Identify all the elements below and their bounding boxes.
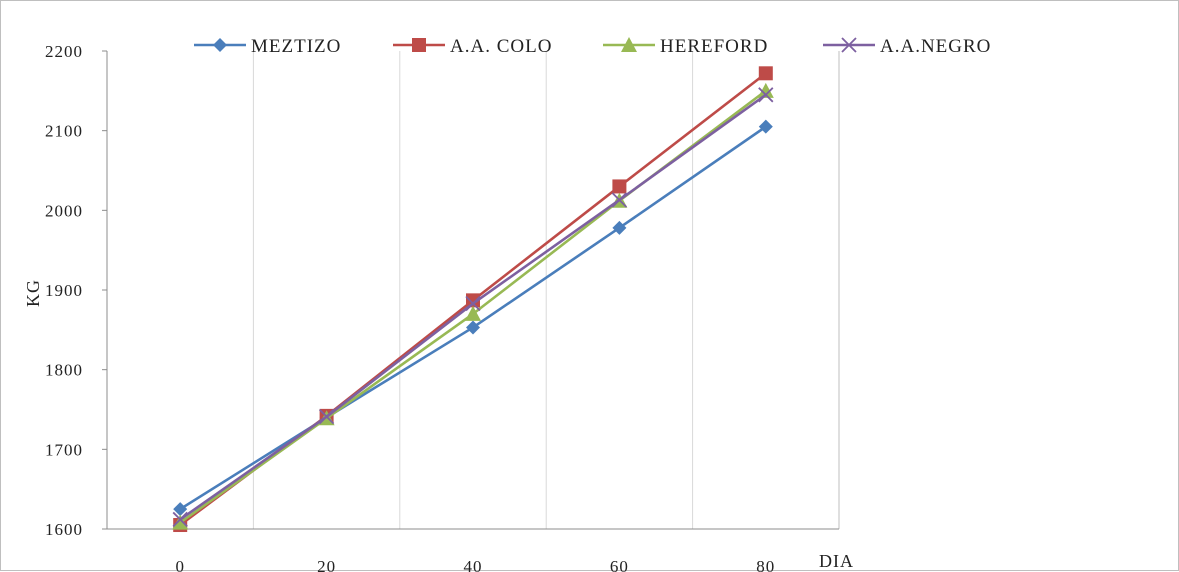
- x-marker: [318, 409, 335, 425]
- x-tick-label: 60: [610, 557, 629, 572]
- square-marker: [758, 66, 773, 81]
- diamond-marker: [466, 320, 480, 335]
- square-marker: [612, 179, 627, 194]
- legend-label: MEZTIZO: [251, 36, 341, 57]
- diamond-marker: [758, 119, 773, 134]
- y-tick-label: 2200: [45, 42, 83, 61]
- x-axis-title: DIA: [819, 551, 854, 571]
- x-tick-label: 0: [175, 557, 185, 572]
- y-tick-label: 1800: [45, 361, 83, 380]
- x-marker: [465, 295, 481, 312]
- series: [172, 87, 774, 528]
- y-tick-label: 2100: [45, 122, 83, 141]
- square-marker: [466, 293, 480, 308]
- series-lines: [172, 66, 774, 533]
- axes: 1600 1700 1800 1900 2000 2100 2200 0 20 40 60 80: [45, 42, 839, 572]
- triangle-marker: [757, 82, 774, 98]
- x-marker: [611, 192, 628, 208]
- triangle-marker: [465, 305, 481, 321]
- grid-lines: [252, 51, 840, 529]
- legend-item: A.A.NEGRO: [823, 36, 991, 57]
- legend-label: HEREFORD: [660, 36, 768, 57]
- y-tick-label: 1600: [45, 520, 83, 539]
- triangle-marker: [621, 37, 637, 52]
- legend-item: HEREFORD: [603, 36, 768, 57]
- diamond-marker: [173, 502, 188, 517]
- y-tick-label: 1900: [45, 281, 83, 300]
- legend: MEZTIZO A.A. COLO HEREFORD A.A.NEGRO: [194, 36, 991, 57]
- diamond-marker: [213, 38, 227, 52]
- legend-label: A.A.NEGRO: [880, 36, 991, 57]
- x-marker: [172, 511, 188, 528]
- x-tick-label: 80: [756, 557, 775, 572]
- x-tick-label: 20: [317, 557, 336, 572]
- x-marker: [841, 37, 857, 53]
- triangle-marker: [172, 514, 189, 530]
- x-tick-label: 40: [464, 557, 483, 572]
- legend-label: A.A. COLO: [450, 36, 552, 57]
- y-tick-label: 2000: [45, 201, 83, 220]
- x-marker: [758, 87, 774, 103]
- y-tick-label: 1700: [45, 440, 83, 459]
- legend-item: A.A. COLO: [393, 36, 552, 57]
- square-marker: [412, 38, 426, 52]
- diamond-marker: [612, 220, 627, 235]
- y-axis-title: KG: [23, 279, 43, 307]
- legend-item: MEZTIZO: [194, 36, 341, 57]
